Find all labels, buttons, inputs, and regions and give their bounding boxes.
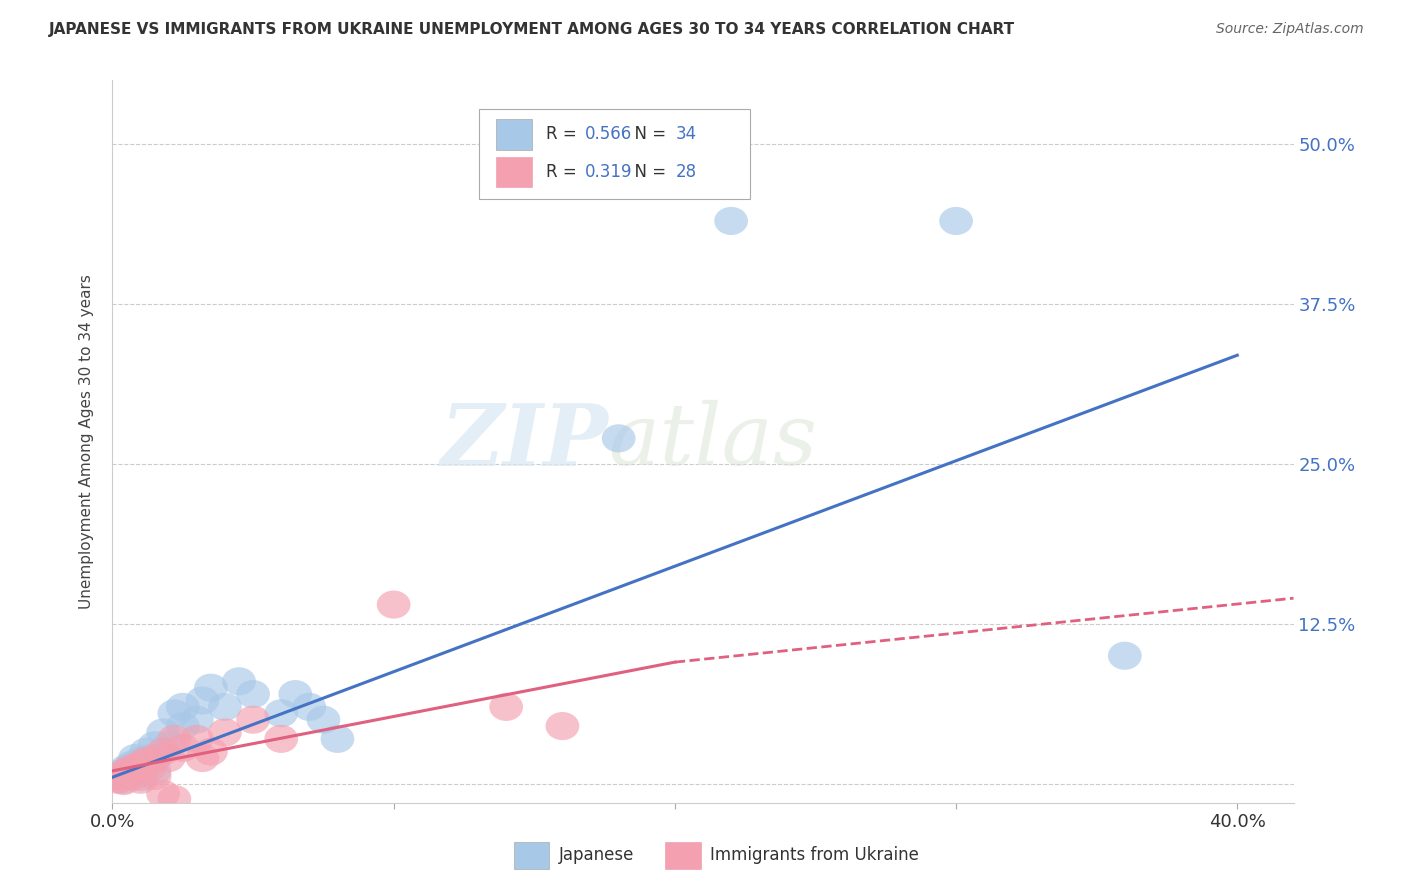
Ellipse shape — [146, 718, 180, 747]
Ellipse shape — [107, 767, 141, 795]
Ellipse shape — [132, 744, 166, 772]
Ellipse shape — [118, 744, 152, 772]
Ellipse shape — [180, 725, 214, 753]
Ellipse shape — [138, 756, 172, 785]
Text: 0.319: 0.319 — [585, 163, 633, 181]
Ellipse shape — [146, 738, 180, 765]
Ellipse shape — [138, 731, 172, 759]
Ellipse shape — [110, 755, 143, 782]
Ellipse shape — [124, 747, 157, 774]
Ellipse shape — [118, 762, 152, 790]
Ellipse shape — [115, 755, 149, 782]
Ellipse shape — [602, 425, 636, 452]
Ellipse shape — [186, 744, 219, 772]
Text: Immigrants from Ukraine: Immigrants from Ukraine — [710, 846, 920, 863]
Ellipse shape — [208, 718, 242, 747]
Ellipse shape — [138, 744, 172, 772]
FancyBboxPatch shape — [478, 109, 751, 200]
Text: N =: N = — [624, 163, 671, 181]
Bar — [496, 120, 531, 150]
Ellipse shape — [101, 764, 135, 791]
Ellipse shape — [1108, 641, 1142, 670]
Ellipse shape — [152, 744, 186, 772]
Ellipse shape — [157, 785, 191, 813]
Ellipse shape — [124, 750, 157, 779]
Ellipse shape — [138, 762, 172, 790]
Ellipse shape — [152, 731, 186, 759]
Ellipse shape — [321, 725, 354, 753]
Ellipse shape — [166, 712, 200, 740]
Ellipse shape — [110, 756, 143, 785]
Ellipse shape — [157, 725, 191, 753]
Ellipse shape — [186, 687, 219, 714]
Text: R =: R = — [546, 126, 582, 144]
Text: 34: 34 — [676, 126, 697, 144]
Text: JAPANESE VS IMMIGRANTS FROM UKRAINE UNEMPLOYMENT AMONG AGES 30 TO 34 YEARS CORRE: JAPANESE VS IMMIGRANTS FROM UKRAINE UNEM… — [49, 22, 1015, 37]
Ellipse shape — [292, 693, 326, 721]
Ellipse shape — [236, 680, 270, 708]
Ellipse shape — [194, 673, 228, 702]
Text: Source: ZipAtlas.com: Source: ZipAtlas.com — [1216, 22, 1364, 37]
Bar — [515, 842, 550, 870]
Ellipse shape — [236, 706, 270, 734]
Ellipse shape — [107, 765, 141, 794]
Ellipse shape — [194, 738, 228, 765]
Ellipse shape — [377, 591, 411, 619]
Ellipse shape — [278, 680, 312, 708]
Y-axis label: Unemployment Among Ages 30 to 34 years: Unemployment Among Ages 30 to 34 years — [79, 274, 94, 609]
Ellipse shape — [129, 738, 163, 765]
Ellipse shape — [222, 667, 256, 696]
Ellipse shape — [129, 747, 163, 774]
Ellipse shape — [264, 699, 298, 727]
Text: atlas: atlas — [609, 401, 818, 483]
Ellipse shape — [112, 759, 146, 788]
Ellipse shape — [546, 712, 579, 740]
Text: 28: 28 — [676, 163, 697, 181]
Bar — [665, 842, 700, 870]
Ellipse shape — [180, 706, 214, 734]
Ellipse shape — [124, 765, 157, 794]
Text: ZIP: ZIP — [440, 400, 609, 483]
Ellipse shape — [307, 706, 340, 734]
Ellipse shape — [166, 693, 200, 721]
Ellipse shape — [132, 755, 166, 782]
Ellipse shape — [264, 725, 298, 753]
Text: N =: N = — [624, 126, 671, 144]
Ellipse shape — [112, 756, 146, 785]
Text: 0.566: 0.566 — [585, 126, 633, 144]
Ellipse shape — [489, 693, 523, 721]
Text: R =: R = — [546, 163, 582, 181]
Text: Japanese: Japanese — [560, 846, 634, 863]
Ellipse shape — [118, 759, 152, 788]
Ellipse shape — [208, 693, 242, 721]
Ellipse shape — [124, 764, 157, 791]
Ellipse shape — [104, 762, 138, 790]
Ellipse shape — [146, 780, 180, 808]
Ellipse shape — [714, 207, 748, 235]
Bar — [496, 157, 531, 187]
Ellipse shape — [166, 734, 200, 762]
Ellipse shape — [101, 765, 135, 794]
Ellipse shape — [104, 759, 138, 788]
Ellipse shape — [157, 699, 191, 727]
Ellipse shape — [115, 750, 149, 779]
Ellipse shape — [939, 207, 973, 235]
